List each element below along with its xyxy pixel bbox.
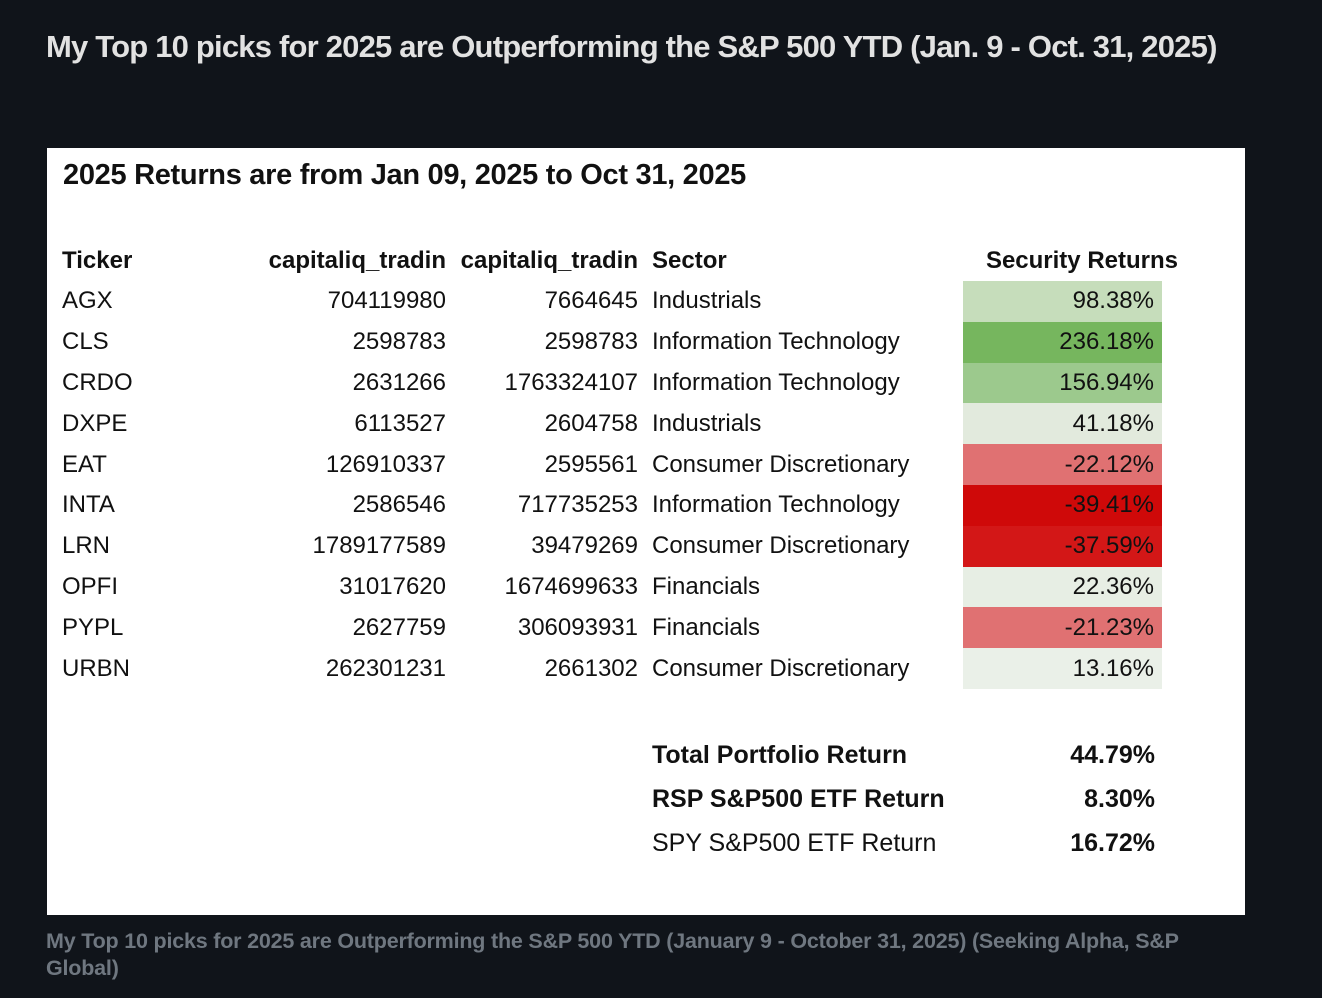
return-cell: 236.18% [963,321,1162,363]
summary-label: SPY S&P500 ETF Return [652,828,937,857]
figure-caption: My Top 10 picks for 2025 are Outperformi… [46,929,1179,980]
capitaliq2-cell: 1674699633 [504,572,638,600]
capitaliq1-cell: 1789177589 [312,532,446,560]
return-cell: 41.18% [963,403,1162,445]
sector-cell: Industrials [652,409,762,437]
ticker-cell: AGX [62,287,113,315]
table-row-pypl: PYPL 2627759 306093931 Financials -21.23… [62,607,1162,649]
sector-cell: Industrials [652,287,762,315]
ticker-cell: CLS [62,328,109,356]
capitaliq1-cell: 2586546 [352,491,446,519]
return-cell: 98.38% [963,281,1162,322]
ticker-cell: PYPL [62,613,124,641]
summary-label: RSP S&P500 ETF Return [652,784,945,813]
capitaliq1-cell: 6113527 [354,409,446,437]
capitaliq2-cell: 2661302 [544,654,638,682]
capitaliq1-cell: 2631266 [352,368,446,396]
sector-cell: Consumer Discretionary [652,532,910,560]
summary-row-total-portfolio: Total Portfolio Return 44.79% [652,733,1155,777]
table-row-cls: CLS 2598783 2598783 Information Technolo… [62,321,1162,363]
col-header-security-returns: Security Returns [985,246,1178,274]
capitaliq2-cell: 2604758 [544,409,638,437]
ticker-cell: INTA [62,491,115,519]
figure-heading: 2025 Returns are from Jan 09, 2025 to Oc… [63,159,746,191]
ticker-cell: DXPE [62,409,128,437]
capitaliq1-cell: 2598783 [352,328,446,356]
summary-value: 44.79% [1070,740,1155,769]
return-cell: -21.23% [963,607,1162,649]
col-header-sector: Sector [652,246,727,274]
col-header-ticker: Ticker [62,246,133,274]
capitaliq2-cell: 7664645 [544,287,638,315]
ticker-cell: LRN [62,532,111,560]
table-row-opfi: OPFI 31017620 1674699633 Financials 22.3… [62,566,1162,608]
article-title: My Top 10 picks for 2025 are Outperformi… [46,29,1217,64]
col-header-capitaliq-2: capitaliq_tradin [460,246,638,274]
capitaliq1-cell: 2627759 [352,613,446,641]
capitaliq2-cell: 717735253 [517,491,638,519]
portfolio-summary: Total Portfolio Return 44.79% RSP S&P500… [652,733,1155,865]
table-header-row: Ticker capitaliq_tradin capitaliq_tradin… [62,240,1178,281]
returns-table: Ticker capitaliq_tradin capitaliq_tradin… [62,240,1178,689]
capitaliq1-cell: 126910337 [325,450,446,478]
sector-cell: Financials [652,572,761,600]
table-row-crdo: CRDO 2631266 1763324107 Information Tech… [62,362,1162,404]
table-row-urbn: URBN 262301231 2661302 Consumer Discreti… [62,648,1162,689]
sector-cell: Information Technology [652,368,900,396]
table-row-agx: AGX 704119980 7664645 Industrials 98.38% [62,281,1162,322]
ticker-cell: CRDO [62,368,133,396]
table-row-inta: INTA 2586546 717735253 Information Techn… [62,484,1162,526]
summary-value: 16.72% [1070,828,1155,857]
ticker-cell: URBN [62,654,131,682]
return-cell: 13.16% [963,648,1162,689]
return-cell: 156.94% [963,362,1162,404]
capitaliq1-cell: 262301231 [325,654,446,682]
capitaliq2-cell: 1763324107 [504,368,638,396]
capitaliq2-cell: 306093931 [517,613,638,641]
capitaliq1-cell: 31017620 [339,572,446,600]
table-row-dxpe: DXPE 6113527 2604758 Industrials 41.18% [62,403,1162,445]
capitaliq2-cell: 39479269 [531,532,638,560]
summary-row-rsp: RSP S&P500 ETF Return 8.30% [652,777,1155,821]
return-cell: -22.12% [963,444,1162,485]
capitaliq2-cell: 2595561 [544,450,638,478]
col-header-capitaliq-1: capitaliq_tradin [268,246,446,274]
table-row-lrn: LRN 1789177589 39479269 Consumer Discret… [62,525,1162,567]
summary-value: 8.30% [1084,784,1155,813]
capitaliq1-cell: 704119980 [327,287,446,315]
return-cell: -37.59% [963,525,1162,567]
return-cell: -39.41% [963,484,1162,526]
ticker-cell: EAT [62,450,107,478]
sector-cell: Consumer Discretionary [652,654,910,682]
returns-figure: 2025 Returns are from Jan 09, 2025 to Oc… [47,148,1245,915]
summary-row-spy: SPY S&P500 ETF Return 16.72% [652,821,1155,865]
return-cell: 22.36% [963,566,1162,608]
ticker-cell: OPFI [62,572,119,600]
sector-cell: Information Technology [652,491,900,519]
sector-cell: Consumer Discretionary [652,450,910,478]
table-row-eat: EAT 126910337 2595561 Consumer Discretio… [62,444,1162,485]
capitaliq2-cell: 2598783 [544,328,638,356]
sector-cell: Financials [652,613,761,641]
sector-cell: Information Technology [652,328,900,356]
summary-label: Total Portfolio Return [652,740,908,769]
